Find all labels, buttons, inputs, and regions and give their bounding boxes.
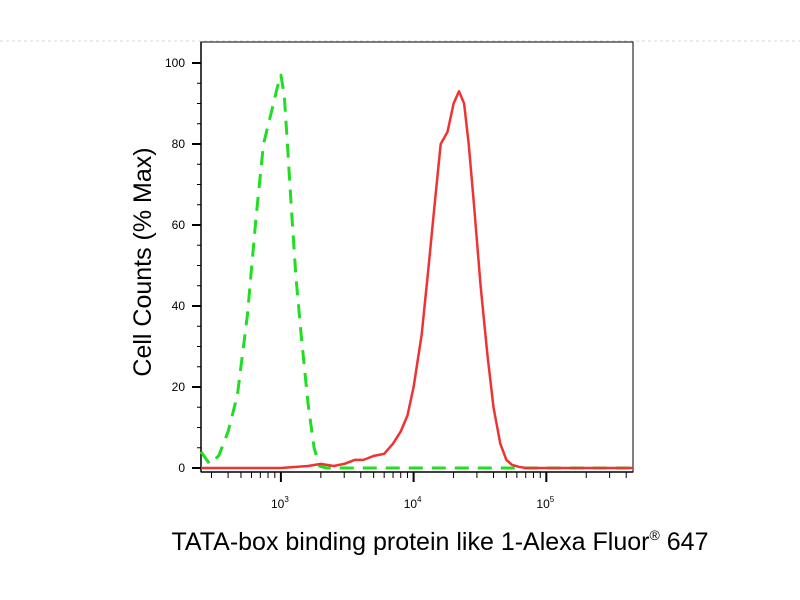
x-axis-ticks: 103 104 105 xyxy=(211,472,627,511)
x-tick-base: 10 xyxy=(271,497,285,511)
x-tick-base: 10 xyxy=(404,497,418,511)
y-axis-title: Cell Counts (% Max) xyxy=(129,147,157,376)
y-tick-label: 60 xyxy=(172,218,186,232)
series-layer xyxy=(199,73,633,470)
x-tick-base: 10 xyxy=(536,497,550,511)
x-tick-label: 105 xyxy=(536,495,554,511)
y-tick-label: 80 xyxy=(172,137,186,151)
y-axis-ticks: 0 20 40 60 80 100 xyxy=(165,56,201,475)
x-axis-title-main: TATA-box binding protein like 1-Alexa Fl… xyxy=(172,528,650,556)
plot-frame xyxy=(200,41,634,473)
x-axis-title-suffix: 647 xyxy=(660,528,709,556)
y-tick-label: 40 xyxy=(172,299,186,313)
y-tick-label: 100 xyxy=(165,56,185,70)
x-axis-title: TATA-box binding protein like 1-Alexa Fl… xyxy=(172,527,709,556)
x-tick-label: 104 xyxy=(404,495,422,511)
y-tick-label: 0 xyxy=(178,461,185,475)
x-tick-exponent: 4 xyxy=(417,495,422,504)
y-tick-label: 20 xyxy=(172,380,186,394)
x-tick-exponent: 3 xyxy=(284,495,289,504)
registered-mark: ® xyxy=(650,527,661,543)
x-tick-label: 103 xyxy=(271,495,289,511)
antibody-stained-curve xyxy=(201,90,633,470)
x-tick-exponent: 5 xyxy=(550,495,555,504)
isotype-control-curve xyxy=(199,73,633,470)
